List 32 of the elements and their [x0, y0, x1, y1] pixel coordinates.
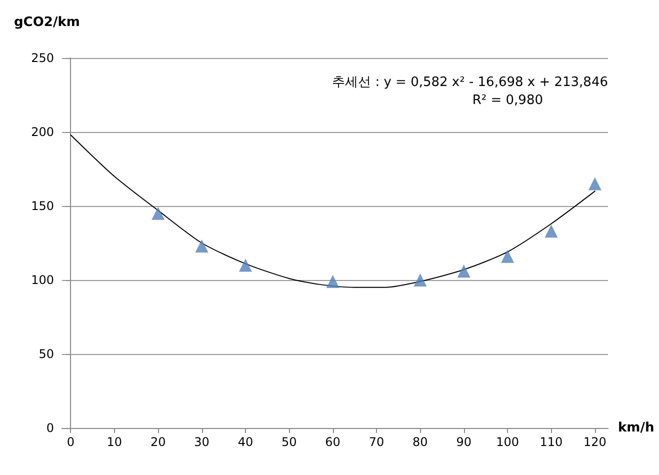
- point: [414, 274, 427, 286]
- y-tick-label: 250: [31, 51, 54, 65]
- y-axis-title: gCO2/km: [14, 15, 80, 30]
- point: [326, 274, 340, 288]
- x-tick-label: 80: [412, 435, 428, 449]
- y-tick-label: 150: [31, 199, 54, 213]
- x-axis-title: km/h: [618, 420, 654, 436]
- x-tick-label: 0: [66, 435, 75, 449]
- x-tick-label: 20: [150, 435, 166, 449]
- point: [457, 264, 470, 278]
- x-tick-label: 10: [106, 435, 122, 449]
- y-tick-label: 0: [46, 421, 54, 435]
- y-tick-label: 100: [31, 273, 54, 287]
- x-tick-label: 30: [194, 435, 210, 449]
- y-tick-label: 50: [38, 347, 54, 361]
- x-tick-label: 100: [496, 435, 519, 449]
- x-tick-label: 40: [238, 435, 254, 449]
- x-tick-label: 120: [583, 435, 606, 449]
- x-tick-label: 50: [281, 435, 297, 449]
- x-tick-label: 90: [456, 435, 472, 449]
- point: [544, 224, 558, 238]
- point: [195, 239, 208, 252]
- annotation: R² = 0,980: [472, 93, 544, 108]
- y-tick-label: 200: [31, 125, 54, 139]
- point: [588, 177, 602, 190]
- point: [501, 250, 514, 263]
- x-tick-label: 60: [325, 435, 340, 449]
- point: [238, 258, 252, 272]
- annotation: 추세선 : y = 0,582 x² - 16,698 x + 213,846: [332, 75, 608, 90]
- point: [152, 206, 165, 220]
- x-tick-label: 110: [540, 435, 563, 449]
- x-tick-label: 70: [368, 435, 384, 449]
